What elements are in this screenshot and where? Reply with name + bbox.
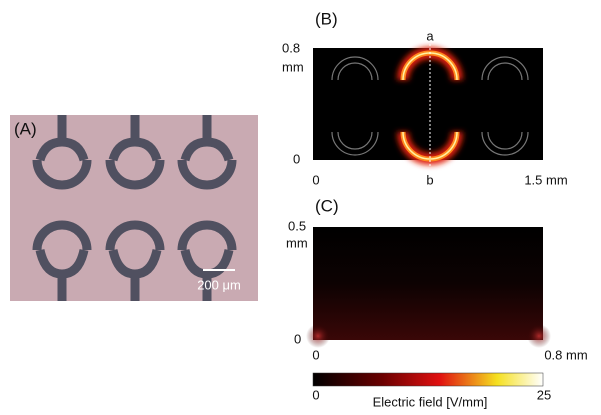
x-label: 1.5 mm (524, 172, 567, 187)
panel-a: (A) 200 μm (10, 115, 258, 301)
panel-label: (C) (315, 196, 339, 215)
y-label: 0.8 (282, 40, 300, 55)
x-label: 0 (312, 347, 319, 362)
y-unit: mm (286, 235, 308, 250)
panel-c: (C) 0.5 mm 0 0 0.8 mm (286, 196, 588, 362)
colorbar-title: Electric field [V/mm] (373, 394, 488, 409)
colorbar-max: 25 (537, 387, 551, 402)
cut-label: a (426, 28, 434, 43)
x-label: 0 (312, 172, 319, 187)
x-label: 0.8 mm (544, 347, 587, 362)
colorbar-min: 0 (312, 387, 319, 402)
panel-label: (A) (14, 119, 37, 138)
y-unit: mm (282, 59, 304, 74)
panel-b: (B) a b 0.8 mm 0 0 1.5 mm (282, 9, 568, 187)
corner-glow (527, 324, 551, 348)
figure: (A) 200 μm (B) a b 0.8 mm 0 0 1.5 mm (C) (0, 0, 601, 410)
y-label: 0 (294, 331, 301, 346)
y-label: 0 (293, 151, 300, 166)
colorbar: 0 25 Electric field [V/mm] (312, 373, 551, 409)
scale-bar-label: 200 μm (197, 277, 241, 292)
panel-label: (B) (315, 9, 338, 28)
y-label: 0.5 (288, 218, 306, 233)
corner-glow (306, 324, 330, 348)
cut-label: b (426, 172, 433, 187)
field-map (313, 227, 543, 340)
colorbar-gradient (313, 373, 543, 386)
